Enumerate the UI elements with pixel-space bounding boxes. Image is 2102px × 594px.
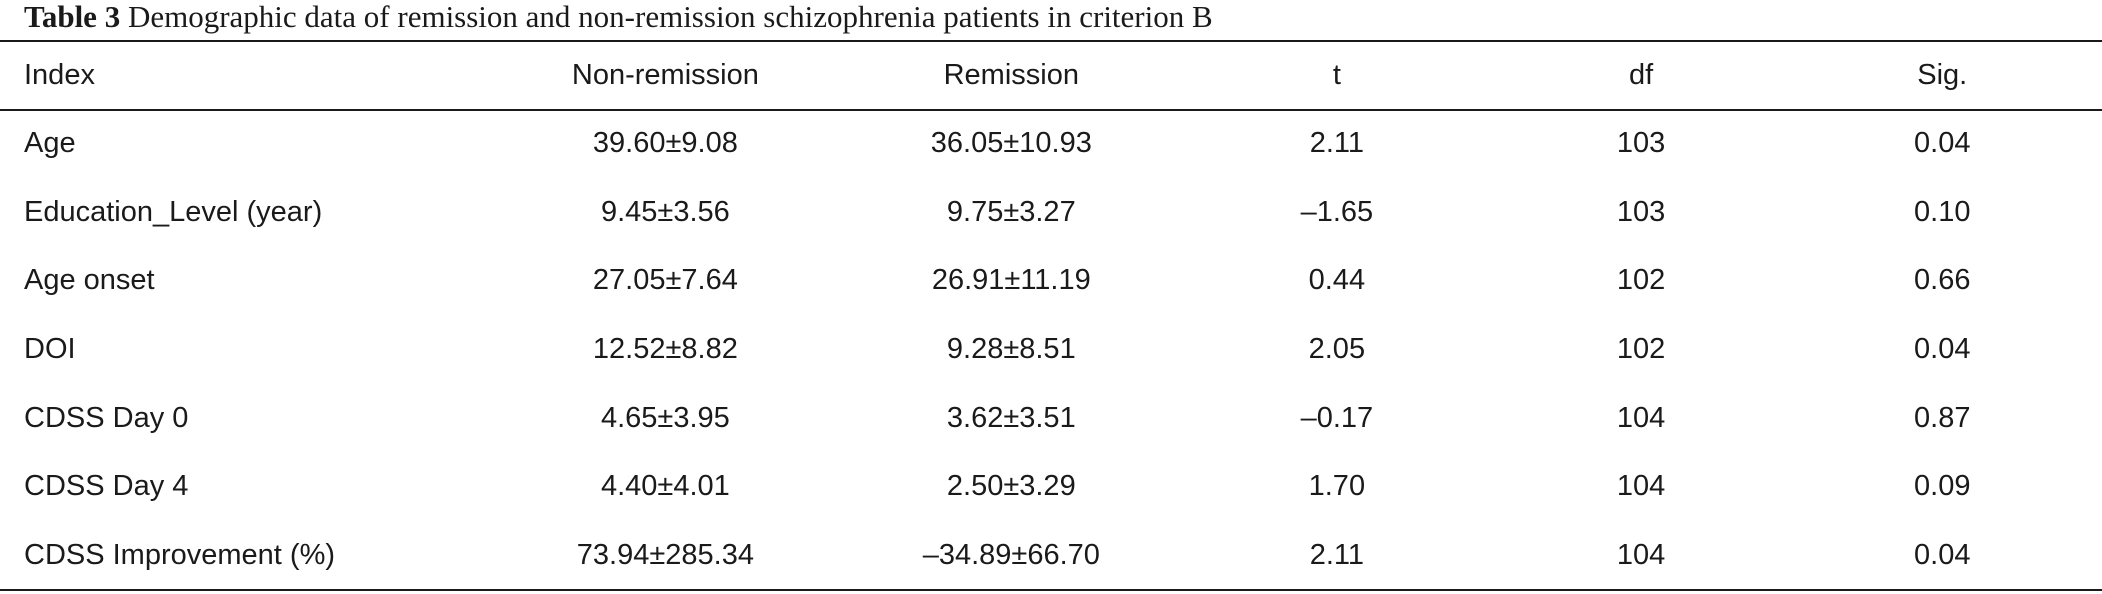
cell-df: 104 bbox=[1616, 401, 1666, 434]
cell-index: Age bbox=[24, 127, 76, 160]
cell-sig: 0.66 bbox=[1914, 264, 1971, 297]
column-header-index: Index bbox=[24, 59, 95, 91]
cell-sig: 0.04 bbox=[1914, 333, 1971, 366]
cell-remission: 3.62±3.51 bbox=[946, 401, 1076, 434]
cell-non-remission: 27.05±7.64 bbox=[592, 264, 738, 297]
cell-non-remission: 39.60±9.08 bbox=[592, 127, 738, 160]
cell-df: 104 bbox=[1616, 538, 1666, 571]
cell-t: 2.05 bbox=[1308, 333, 1366, 366]
cell-remission: 9.75±3.27 bbox=[946, 195, 1076, 228]
table-row: CDSS Improvement (%) 73.94±285.34 –34.89… bbox=[0, 521, 2102, 590]
cell-index: Education_Level (year) bbox=[24, 195, 323, 228]
column-header-df: df bbox=[1628, 59, 1654, 91]
cell-remission: 9.28±8.51 bbox=[946, 333, 1076, 366]
cell-t: 1.70 bbox=[1308, 470, 1366, 503]
demographic-data-table: Index Non-remission Remission t df Sig. … bbox=[0, 42, 2102, 589]
cell-t: –0.17 bbox=[1300, 401, 1374, 434]
cell-sig: 0.10 bbox=[1914, 195, 1971, 228]
cell-sig: 0.87 bbox=[1914, 401, 1971, 434]
cell-index: CDSS Day 4 bbox=[24, 470, 189, 503]
cell-non-remission: 12.52±8.82 bbox=[592, 333, 738, 366]
top-rule bbox=[0, 40, 2102, 42]
cell-index: CDSS Improvement (%) bbox=[24, 538, 336, 571]
bottom-rule bbox=[0, 589, 2102, 591]
table-row: Education_Level (year) 9.45±3.56 9.75±3.… bbox=[0, 178, 2102, 247]
cell-t: –1.65 bbox=[1300, 195, 1374, 228]
cell-non-remission: 9.45±3.56 bbox=[600, 195, 730, 228]
table-row: DOI 12.52±8.82 9.28±8.51 2.05 102 0.04 bbox=[0, 315, 2102, 384]
cell-remission: –34.89±66.70 bbox=[922, 538, 1100, 571]
table-caption: Table 3 Demographic data of remission an… bbox=[24, 0, 1213, 36]
table-row: Age onset 27.05±7.64 26.91±11.19 0.44 10… bbox=[0, 246, 2102, 315]
cell-remission: 2.50±3.29 bbox=[946, 470, 1076, 503]
cell-t: 0.44 bbox=[1308, 264, 1366, 297]
column-header-non-remission: Non-remission bbox=[571, 59, 759, 91]
cell-df: 102 bbox=[1616, 264, 1666, 297]
cell-remission: 26.91±11.19 bbox=[931, 264, 1091, 297]
table-row: CDSS Day 0 4.65±3.95 3.62±3.51 –0.17 104… bbox=[0, 383, 2102, 452]
cell-sig: 0.04 bbox=[1914, 538, 1971, 571]
cell-non-remission: 4.65±3.95 bbox=[600, 401, 730, 434]
cell-index: CDSS Day 0 bbox=[24, 401, 189, 434]
cell-sig: 0.04 bbox=[1914, 127, 1971, 160]
table-caption-text: Demographic data of remission and non-re… bbox=[127, 0, 1213, 34]
header-rule bbox=[0, 109, 2102, 111]
cell-df: 104 bbox=[1616, 470, 1666, 503]
cell-non-remission: 73.94±285.34 bbox=[576, 538, 754, 571]
cell-sig: 0.09 bbox=[1914, 470, 1971, 503]
cell-non-remission: 4.40±4.01 bbox=[600, 470, 730, 503]
cell-remission: 36.05±10.93 bbox=[930, 127, 1092, 160]
header-row: Index Non-remission Remission t df Sig. bbox=[0, 42, 2102, 109]
cell-df: 103 bbox=[1616, 127, 1666, 160]
column-header-t: t bbox=[1332, 59, 1341, 91]
cell-index: DOI bbox=[24, 333, 76, 366]
cell-t: 2.11 bbox=[1309, 127, 1364, 160]
table-label: Table 3 bbox=[24, 0, 121, 34]
column-header-remission: Remission bbox=[943, 59, 1079, 91]
cell-df: 102 bbox=[1616, 333, 1666, 366]
table-row: Age 39.60±9.08 36.05±10.93 2.11 103 0.04 bbox=[0, 109, 2102, 178]
cell-t: 2.11 bbox=[1309, 538, 1364, 571]
cell-index: Age onset bbox=[24, 264, 155, 297]
column-header-sig: Sig. bbox=[1917, 59, 1968, 91]
table-row: CDSS Day 4 4.40±4.01 2.50±3.29 1.70 104 … bbox=[0, 452, 2102, 521]
cell-df: 103 bbox=[1616, 195, 1666, 228]
